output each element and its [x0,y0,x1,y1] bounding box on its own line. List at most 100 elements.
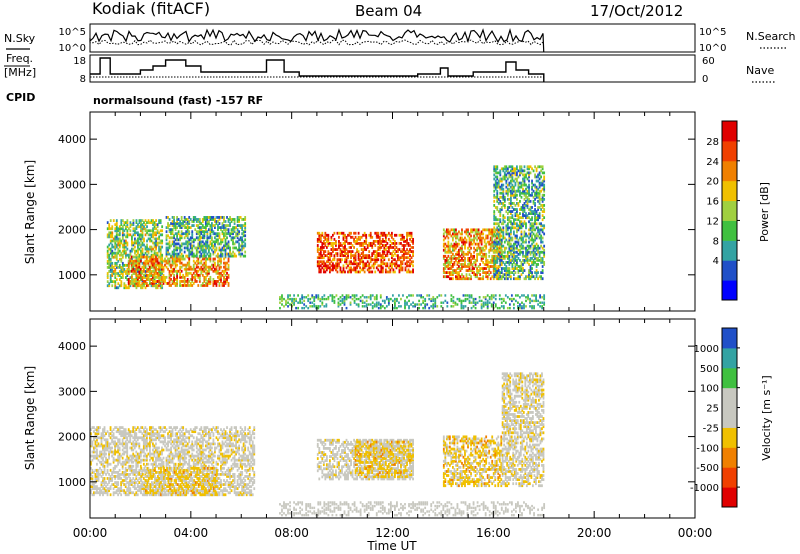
echo-cell [297,294,300,297]
echo-cell [389,244,392,247]
echo-cell [114,276,117,279]
echo-cell [354,270,357,274]
echo-cell [140,286,142,290]
echo-cell [293,301,295,304]
echo-cell [476,242,478,246]
echo-cell [118,426,121,429]
echo-cell [543,252,546,256]
echo-cell [127,280,130,283]
echo-cell [189,246,192,250]
echo-cell [531,228,533,232]
echo-cell [317,306,320,310]
echo-cell [377,252,380,256]
echo-cell [506,254,509,258]
echo-cell [233,252,236,256]
echo-cell [108,442,110,446]
echo-cell [520,273,523,277]
echo-cell [152,219,154,222]
echo-cell [174,244,177,248]
echo-cell [135,263,138,267]
echo-cell [528,175,530,179]
echo-cell [540,169,543,173]
echo-cell [531,179,533,183]
echo-cell [503,236,506,240]
echo-cell [206,271,209,275]
echo-cell [120,219,123,222]
echo-cell [136,257,139,261]
echo-cell [123,229,126,233]
echo-cell [450,250,453,254]
echo-cell [324,254,327,258]
echo-cell [212,257,215,261]
echo-cell [106,460,109,464]
echo-cell [218,232,221,236]
echo-cell [227,252,230,256]
echo-cell [473,273,475,277]
echo-cell [191,232,194,236]
echo-cell [315,306,318,310]
echo-cell [135,255,138,259]
echo-cell [390,246,393,249]
echo-cell [103,464,106,468]
echo-cell [428,306,431,310]
echo-cell [461,232,463,236]
echo-cell [497,228,500,232]
echo-cell [391,294,394,297]
echo-cell [508,242,511,246]
echo-cell [127,269,130,273]
echo-cell [224,269,227,273]
echo-cell [117,477,120,480]
echo-cell [109,235,112,239]
echo-cell [224,230,227,234]
echo-cell [543,179,546,183]
echo-cell [483,271,486,274]
echo-cell [192,259,195,263]
echo-cell [480,277,483,281]
echo-cell [444,230,447,234]
echo-cell [180,255,183,259]
echo-cell [140,219,142,222]
echo-cell [506,232,509,236]
echo-cell [137,280,139,284]
echo-cell [528,232,530,236]
echo-cell [341,299,344,303]
echo-cell [158,272,161,275]
echo-cell [541,187,544,191]
echo-cell [541,236,544,240]
echo-cell [150,247,153,251]
echo-cell [212,216,215,219]
echo-cell [173,257,175,261]
echo-cell [528,165,530,169]
echo-cell [325,264,328,268]
echo-cell [123,270,126,273]
echo-cell [111,274,114,277]
echo-cell [363,254,366,258]
echo-cell [508,275,511,279]
echo-cell [523,303,525,306]
echo-cell [293,297,295,301]
echo-cell [516,202,518,205]
echo-cell [152,233,154,237]
echo-cell [410,231,413,235]
echo-cell [148,280,151,283]
echo-cell [333,301,336,304]
echo-cell [186,261,189,265]
echo-cell [244,230,247,234]
echo-cell [127,233,130,237]
echo-cell [491,256,494,260]
echo-cell [509,169,512,173]
echo-cell [106,235,109,239]
freq-panel [89,54,696,83]
echo-cell [369,244,372,247]
echo-cell [158,245,161,249]
echo-cell [138,233,141,237]
echo-cell [406,296,408,299]
echo-cell [108,270,111,273]
echo-cell [477,228,480,232]
echo-cell [447,271,450,274]
echo-cell [158,219,161,222]
echo-cell [197,250,200,254]
echo-cell [532,195,535,199]
echo-cell [244,244,247,248]
echo-cell [183,232,186,236]
